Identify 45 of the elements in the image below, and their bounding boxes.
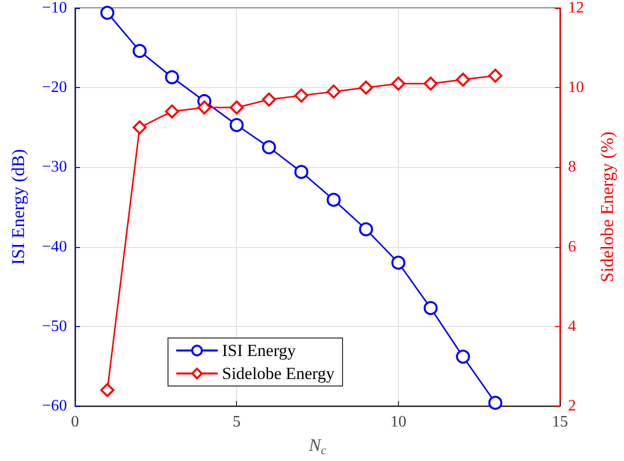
point <box>132 120 147 134</box>
x-tick-label: 5 <box>232 414 241 430</box>
y2-tick-label: 8 <box>568 158 576 176</box>
y-tick-label: −20 <box>42 79 67 96</box>
point <box>456 350 470 364</box>
point <box>456 72 470 87</box>
point <box>100 383 114 398</box>
y-tick-label: −10 <box>42 0 67 16</box>
point <box>165 104 179 118</box>
point <box>424 301 438 316</box>
y-tick-label: −50 <box>42 318 67 335</box>
point <box>197 100 212 114</box>
point <box>294 164 308 179</box>
x-tick-label: 0 <box>71 414 79 430</box>
point <box>391 76 406 91</box>
point <box>262 140 276 154</box>
y-axis-title: ISI Energy (dB) <box>8 149 28 265</box>
point <box>359 222 373 236</box>
point <box>230 118 244 132</box>
y2-tick-label: 2 <box>568 398 576 414</box>
y2-tick-label: 4 <box>568 318 576 335</box>
point <box>391 256 406 270</box>
x-tick-label: 15 <box>552 414 568 430</box>
y-tick-label: −30 <box>42 158 67 176</box>
point <box>165 70 179 84</box>
point <box>132 44 147 58</box>
legend-label: ISI Energy <box>222 341 296 360</box>
y2-tick-label: 10 <box>568 79 584 96</box>
point <box>359 80 373 95</box>
x-tick-label: 10 <box>390 414 406 430</box>
point <box>424 76 438 91</box>
point <box>294 88 308 103</box>
y-tick-label: −60 <box>42 398 67 414</box>
point <box>230 100 244 114</box>
y-tick-label: −40 <box>42 238 67 256</box>
legend-label: Sidelobe Energy <box>222 364 336 383</box>
y2-axis-title: Sidelobe Energy (%) <box>597 132 617 282</box>
point <box>488 68 502 83</box>
point <box>262 92 276 107</box>
point <box>326 192 341 207</box>
point <box>488 396 502 410</box>
point <box>100 6 114 20</box>
y2-tick-label: 12 <box>568 0 584 16</box>
y2-tick-label: 6 <box>568 238 576 256</box>
point <box>326 84 341 99</box>
